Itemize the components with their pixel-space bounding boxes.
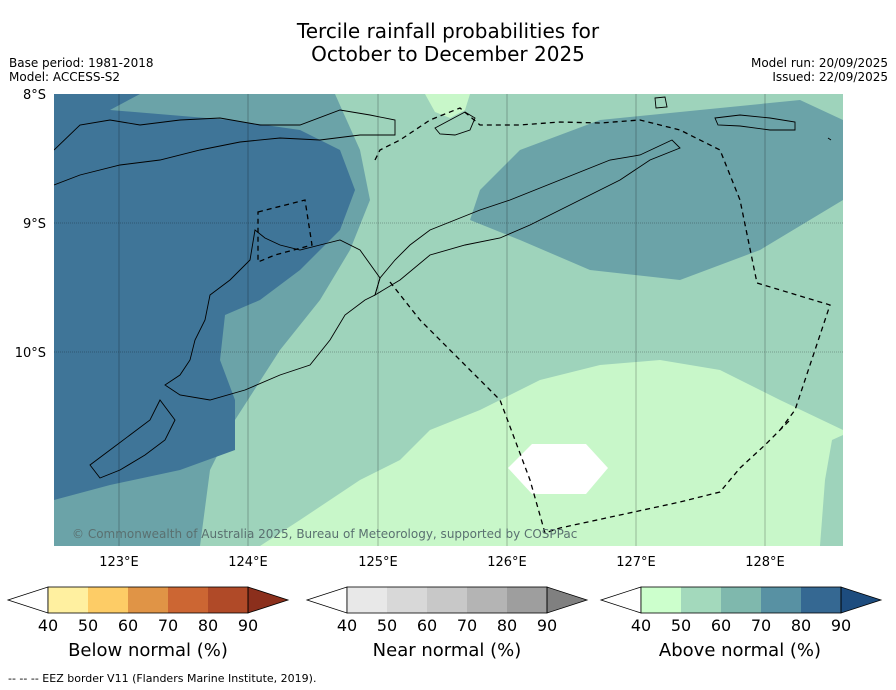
colorbar-segment [721,587,761,613]
colorbar-tick-label: 70 [751,616,771,635]
colorbar-tick-label: 80 [198,616,218,635]
lat-label-9S: 9°S [23,217,46,232]
timor-coastline [374,139,681,296]
field-band-50-60-se [820,435,843,546]
colorbar-tick-label: 40 [631,616,651,635]
colorbar-tick-label: 90 [238,616,258,635]
eez-south [389,281,791,534]
lat-label-10S: 10°S [15,346,46,361]
colorbar-tick-label: 40 [38,616,58,635]
colorbar-outline [47,586,249,614]
colorbar-tick-label: 90 [831,616,851,635]
colorbar-min-triangle [599,586,642,614]
colorbar-tick-label: 60 [417,616,437,635]
colorbar-tick-label: 50 [671,616,691,635]
colorbar-tick-label: 90 [537,616,557,635]
colorbar-outline [640,586,842,614]
colorbar-segment [387,587,427,613]
colorbar-segment [507,587,547,613]
colorbar-label-above: Above normal (%) [658,640,822,661]
colorbar-segment [168,587,208,613]
colorbar-segment [681,587,721,613]
colorbar-label-below: Below normal (%) [68,640,228,661]
colorbar-tick-label: 50 [78,616,98,635]
colorbar-below-normal: 40 50 60 70 80 90 [6,586,290,635]
eez-border [257,107,831,534]
eez-footnote: -- -- -- EEZ border V11 (Flanders Marine… [8,672,317,685]
colorbar-max-triangle [247,586,290,614]
coastlines [54,96,832,479]
colorbar-tick-label: 60 [711,616,731,635]
map-title: Tercile rainfall probabilities for Octob… [0,20,896,66]
flores-coastline [54,109,396,186]
colorbar-above-normal: 40 50 60 70 80 90 [599,586,883,635]
lon-label-128E: 128°E [745,555,785,570]
field-neutral-white [508,444,608,494]
copyright-text: © Commonwealth of Australia 2025, Bureau… [72,527,577,541]
lon-label-124E: 124°E [228,555,268,570]
colorbar-min-triangle [305,586,348,614]
issued-text: Issued: 22/09/2025 [772,70,888,84]
colorbar-tick-label: 70 [457,616,477,635]
colorbar-tick-label: 70 [158,616,178,635]
tanimbar-coastline [714,114,796,131]
colorbar-tick-label: 50 [377,616,397,635]
lon-label-127E: 127°E [616,555,656,570]
graticule [54,94,843,546]
colorbar-near-normal: 40 50 60 70 80 90 [305,586,589,635]
model-text: Model: ACCESS-S2 [9,70,121,84]
lat-label-8S: 8°S [23,88,46,103]
colorbar-segment [128,587,168,613]
latitude-labels: 8°S 9°S 10°S [15,88,46,361]
title-line-1: Tercile rainfall probabilities for [296,19,600,43]
colorbar-segment [467,587,507,613]
colorbar-tick-label: 80 [791,616,811,635]
colorbar-segment [801,587,841,613]
wetar-coastline [434,111,476,136]
colorbar-segment [88,587,128,613]
colorbar-max-triangle [546,586,589,614]
colorbar-label-near: Near normal (%) [372,640,522,661]
longitude-labels: 123°E 124°E 125°E 126°E 127°E 128°E [99,555,785,570]
lon-label-125E: 125°E [358,555,398,570]
base-period-text: Base period: 1981-2018 [9,56,154,70]
base-period-info: Base period: 1981-2018 Model: ACCESS-S2 [9,56,154,84]
island-small-2 [827,137,832,141]
colorbar-segment [208,587,248,613]
colorbar-segment [347,587,387,613]
lon-label-126E: 126°E [487,555,527,570]
field-band-40-50-north [425,94,470,118]
model-run-info: Model run: 20/09/2025 Issued: 22/09/2025 [751,56,888,84]
colorbar-tick-label: 60 [118,616,138,635]
colorbar-tick-label: 80 [497,616,517,635]
title-line-2: October to December 2025 [311,42,585,66]
colorbar-max-triangle [840,586,883,614]
colorbar-segment [641,587,681,613]
model-run-text: Model run: 20/09/2025 [750,56,888,70]
eez-west-box [257,199,313,263]
colorbar-segment [427,587,467,613]
colorbar-outline [346,586,548,614]
eez-north [374,107,831,431]
colorbar-segment [761,587,801,613]
rote-coastline [89,399,176,479]
probability-field [54,94,843,546]
timor-west-coastline [164,229,381,401]
colorbar-min-triangle [6,586,49,614]
lon-label-123E: 123°E [99,555,139,570]
colorbar-tick-label: 40 [337,616,357,635]
island-small-1 [654,96,668,109]
colorbar-segment [48,587,88,613]
field-band-70-80 [54,94,355,500]
